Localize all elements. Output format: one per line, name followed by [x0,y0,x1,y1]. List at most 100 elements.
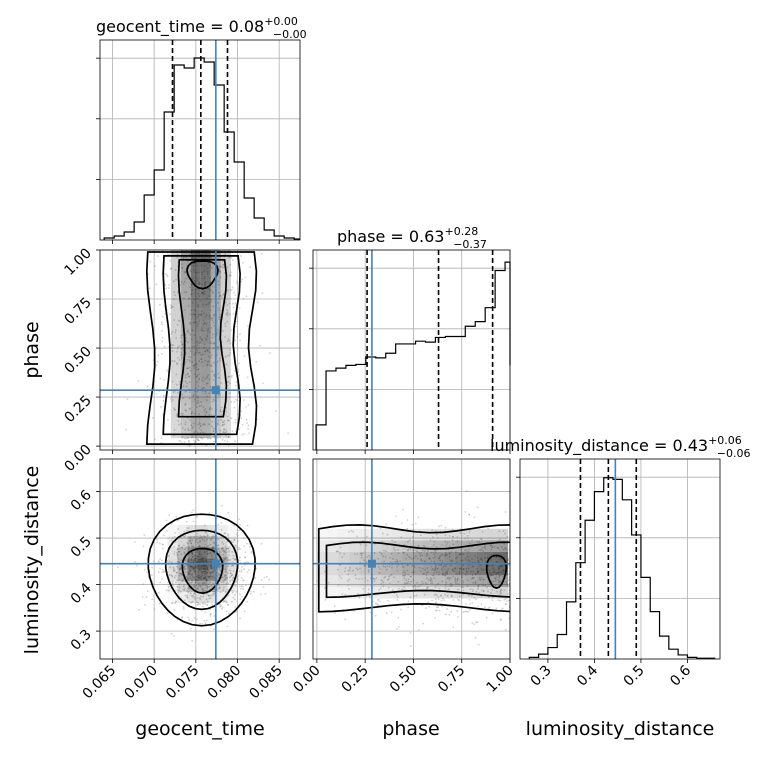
density-cell [220,426,231,439]
sample-point [229,572,232,575]
sample-point [347,580,349,583]
sample-point [216,572,219,575]
sample-point [429,577,432,579]
density-cell [197,569,208,581]
sample-point [188,322,191,325]
xtick-label-luminosity_distance-1: 0.4 [574,662,601,689]
sample-point [222,428,225,431]
density-cell [180,308,191,321]
sample-point [428,557,431,560]
sample-point [178,440,181,442]
sample-point [180,423,182,425]
sample-point [221,421,224,423]
sample-point [440,564,443,567]
density-cell [401,552,413,564]
sample-point [173,545,176,548]
density-cell [412,575,424,587]
sample-point [171,537,174,540]
contour-0 [147,513,256,627]
sample-point [360,554,363,557]
sample-point [193,367,196,370]
sample-point [194,540,197,543]
sample-point [232,313,235,315]
sample-point [136,564,138,567]
sample-point [209,386,212,388]
sample-point [157,561,160,563]
sample-point [236,591,238,593]
sample-point [204,316,207,319]
sample-point [243,537,245,540]
sample-point [221,424,224,427]
sample-point [193,597,196,600]
sample-point [207,594,210,597]
sample-point [176,585,179,588]
sample-point [162,394,165,397]
density-cell [369,586,381,599]
sample-point [405,582,408,585]
sample-point [462,568,465,571]
sample-point [219,569,222,572]
density-cell [220,414,231,427]
sample-point [216,422,219,425]
sample-point [186,437,189,440]
sample-point [403,566,405,568]
sample-point [407,578,410,581]
panel-frame-geocent_time-1 [99,249,301,451]
sample-point [348,569,351,571]
sample-point [159,377,162,380]
sample-point [227,534,230,537]
sample-point [452,535,454,538]
sample-point [193,555,196,558]
sample-point [210,257,213,259]
sample-point [182,585,185,588]
sample-point [221,607,223,610]
sample-point [171,580,174,583]
sample-point [348,588,350,590]
sample-point [506,584,509,587]
sample-point [212,541,215,544]
sample-point [482,578,485,581]
sample-point [209,612,212,615]
sample-point [191,436,193,439]
sample-point [229,289,232,292]
sample-point [170,346,173,349]
sample-point [234,558,237,561]
sample-point [213,347,215,349]
sample-point [491,596,494,599]
density-cell [170,379,181,392]
sample-point [159,581,162,584]
sample-point [207,437,209,440]
sample-point [199,423,202,425]
sample-point [187,427,189,430]
density-cell [348,528,360,541]
sample-point [224,576,227,579]
sample-point [188,573,191,576]
sample-point [465,549,467,552]
sample-point [229,271,232,274]
sample-point [204,602,207,605]
sample-point [197,402,200,404]
sample-point [247,569,250,571]
sample-point [190,581,193,584]
sample-point [194,321,197,323]
sample-point [246,571,249,573]
sample-point [203,582,206,585]
sample-point [469,609,472,611]
sample-point [479,549,482,552]
sample-point [468,548,471,551]
sample-point [223,558,226,561]
density-cell [170,308,181,321]
sample-point [492,580,495,583]
density-cell [180,261,191,274]
density-cell [444,575,455,587]
sample-point [158,602,161,605]
sample-point [192,594,195,597]
sample-point [226,415,229,418]
sample-point [224,545,227,548]
sample-point [483,606,486,609]
sample-point [243,610,246,613]
density-cell [187,569,198,581]
density-layer [117,250,510,648]
sample-point [335,550,338,553]
sample-point [233,406,236,409]
